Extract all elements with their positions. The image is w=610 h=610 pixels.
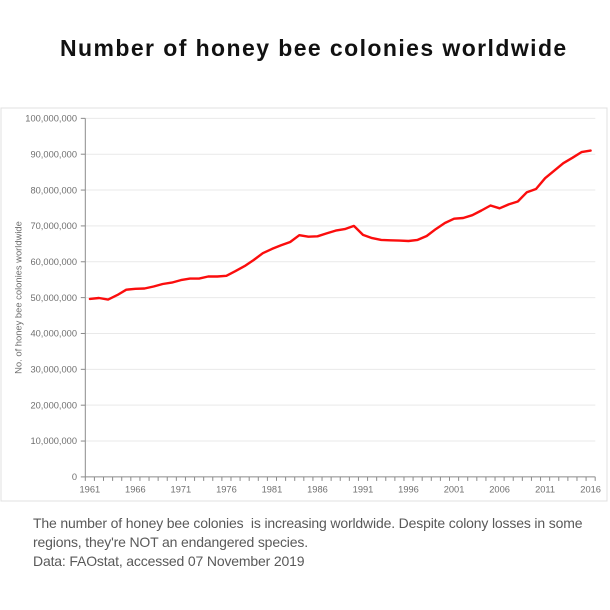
svg-text:2011: 2011 — [535, 485, 555, 495]
svg-text:2006: 2006 — [489, 485, 510, 495]
svg-text:1976: 1976 — [216, 485, 237, 495]
svg-text:1966: 1966 — [125, 485, 146, 495]
svg-text:1981: 1981 — [262, 485, 283, 495]
svg-text:100,000,000: 100,000,000 — [25, 114, 77, 124]
svg-text:1986: 1986 — [307, 485, 328, 495]
svg-text:1996: 1996 — [398, 485, 419, 495]
svg-text:2001: 2001 — [444, 485, 465, 495]
svg-text:1971: 1971 — [171, 485, 192, 495]
svg-text:No. of honey bee colonies worl: No. of honey bee colonies worldwide — [13, 221, 24, 374]
svg-text:1961: 1961 — [80, 485, 101, 495]
svg-text:40,000,000: 40,000,000 — [30, 329, 77, 339]
svg-text:90,000,000: 90,000,000 — [30, 149, 77, 159]
svg-text:1991: 1991 — [353, 485, 374, 495]
svg-text:70,000,000: 70,000,000 — [30, 221, 77, 231]
svg-text:30,000,000: 30,000,000 — [30, 365, 77, 375]
svg-text:80,000,000: 80,000,000 — [30, 185, 77, 195]
svg-text:20,000,000: 20,000,000 — [30, 400, 77, 410]
svg-text:0: 0 — [72, 472, 77, 482]
svg-text:10,000,000: 10,000,000 — [30, 436, 77, 446]
svg-text:60,000,000: 60,000,000 — [30, 257, 77, 267]
svg-text:50,000,000: 50,000,000 — [30, 293, 77, 303]
svg-text:2016: 2016 — [580, 485, 601, 495]
